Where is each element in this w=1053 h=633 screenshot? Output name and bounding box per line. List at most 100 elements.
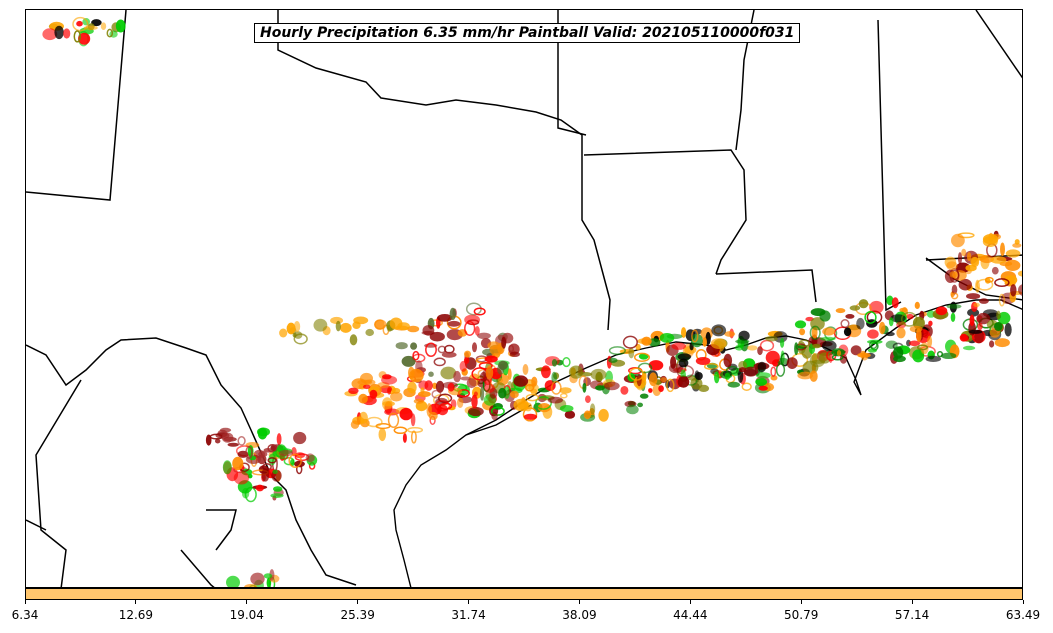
- precip-blob: [678, 358, 689, 368]
- precip-blob: [982, 236, 998, 248]
- precip-blob: [447, 382, 455, 392]
- colorbar-tick-label: 38.09: [562, 608, 597, 622]
- border-louisiana-north: [715, 269, 817, 303]
- precip-blob: [435, 380, 445, 393]
- precip-blob: [244, 584, 257, 587]
- precip-blob: [900, 311, 918, 327]
- precip-blob: [835, 308, 846, 314]
- precip-blob: [463, 357, 470, 364]
- precip-blob: [437, 345, 447, 354]
- colorbar-tick-label: 6.34: [11, 608, 39, 622]
- precip-blob: [509, 351, 520, 357]
- precip-blob: [756, 372, 771, 379]
- precip-blob: [1012, 243, 1022, 248]
- precip-blob: [477, 332, 491, 339]
- precip-blob: [76, 20, 83, 27]
- precip-blob: [335, 320, 341, 332]
- precip-blob: [775, 363, 786, 377]
- precip-blob: [474, 326, 480, 336]
- precip-blob: [724, 331, 736, 337]
- precip-blob: [976, 278, 994, 291]
- precip-blob: [551, 359, 558, 367]
- precip-blob: [378, 427, 387, 442]
- precip-blob: [478, 361, 493, 370]
- precip-blob: [940, 352, 957, 359]
- map-panel: Hourly Precipitation 6.35 mm/hr Paintbal…: [25, 9, 1023, 588]
- precip-blob: [348, 387, 359, 394]
- precip-blob: [440, 366, 457, 380]
- border-mississippi-alabama: [877, 19, 902, 312]
- precip-blob: [727, 381, 740, 388]
- precip-blob: [994, 322, 1003, 331]
- precip-blob: [711, 324, 727, 337]
- precip-blob: [491, 411, 498, 421]
- precip-blob: [457, 397, 464, 408]
- precip-blob: [702, 337, 707, 347]
- precip-blob: [867, 348, 878, 353]
- state-borders: [26, 10, 1022, 587]
- precip-blob: [590, 368, 607, 381]
- precip-blob: [629, 367, 644, 381]
- precip-blob: [73, 30, 82, 43]
- precip-blob: [272, 469, 278, 474]
- precip-blob: [484, 383, 495, 393]
- precip-blob: [449, 307, 456, 320]
- precip-blob: [422, 325, 435, 336]
- precip-blob: [273, 486, 283, 492]
- colorbar-tick-label: 31.74: [451, 608, 486, 622]
- precip-blob: [896, 320, 907, 329]
- colorbar-tick-mark: [911, 600, 913, 604]
- colorbar-tick-label: 19.04: [229, 608, 264, 622]
- map-title: Hourly Precipitation 6.35 mm/hr Paintbal…: [254, 23, 801, 43]
- precip-blob: [78, 32, 91, 45]
- precip-blob: [473, 391, 478, 397]
- map-canvas: [26, 10, 1022, 587]
- precip-blob: [968, 329, 983, 334]
- coastline: [393, 257, 1022, 587]
- precip-blob: [255, 484, 264, 492]
- border-oklahoma-arkansas: [557, 10, 587, 136]
- precip-blob: [83, 25, 98, 31]
- precip-blob: [441, 351, 457, 358]
- precip-blob: [431, 389, 442, 399]
- precip-blob: [387, 412, 400, 428]
- precip-blob: [794, 342, 799, 356]
- precip-blob: [389, 317, 403, 330]
- precip-blob: [747, 345, 758, 351]
- precip-blob: [465, 302, 482, 316]
- precip-blob: [363, 384, 371, 390]
- precip-blob: [537, 403, 551, 413]
- precip-blob: [418, 391, 431, 398]
- precip-blob: [257, 427, 268, 440]
- precip-blob: [946, 261, 958, 271]
- precip-blob: [799, 328, 806, 336]
- precip-blob: [399, 407, 413, 421]
- precip-blob: [535, 396, 552, 410]
- precip-blob: [735, 339, 750, 344]
- precip-blob: [261, 468, 270, 482]
- border-nuevo-leon: [206, 509, 237, 551]
- precip-blob: [660, 377, 668, 383]
- precip-blob: [358, 393, 368, 404]
- precip-blob: [628, 347, 635, 359]
- precip-blob: [387, 387, 392, 395]
- precip-blob: [583, 410, 592, 420]
- precip-blob: [1017, 270, 1022, 277]
- precip-blob: [916, 344, 929, 351]
- precip-blob: [484, 355, 498, 363]
- precip-blob: [115, 19, 126, 33]
- precip-blob: [395, 342, 408, 350]
- precip-blob: [250, 572, 265, 586]
- precip-blob: [357, 379, 373, 385]
- precip-blob: [412, 350, 420, 361]
- precip-blob: [658, 385, 664, 392]
- precip-blob: [738, 330, 750, 341]
- precip-blob: [466, 378, 477, 389]
- precip-blob: [951, 284, 958, 295]
- precip-blob: [54, 25, 64, 40]
- precip-blob: [622, 335, 638, 349]
- precip-blob: [205, 434, 212, 446]
- precip-blob: [472, 342, 477, 353]
- precip-blob: [368, 386, 380, 392]
- precip-blob: [293, 431, 307, 445]
